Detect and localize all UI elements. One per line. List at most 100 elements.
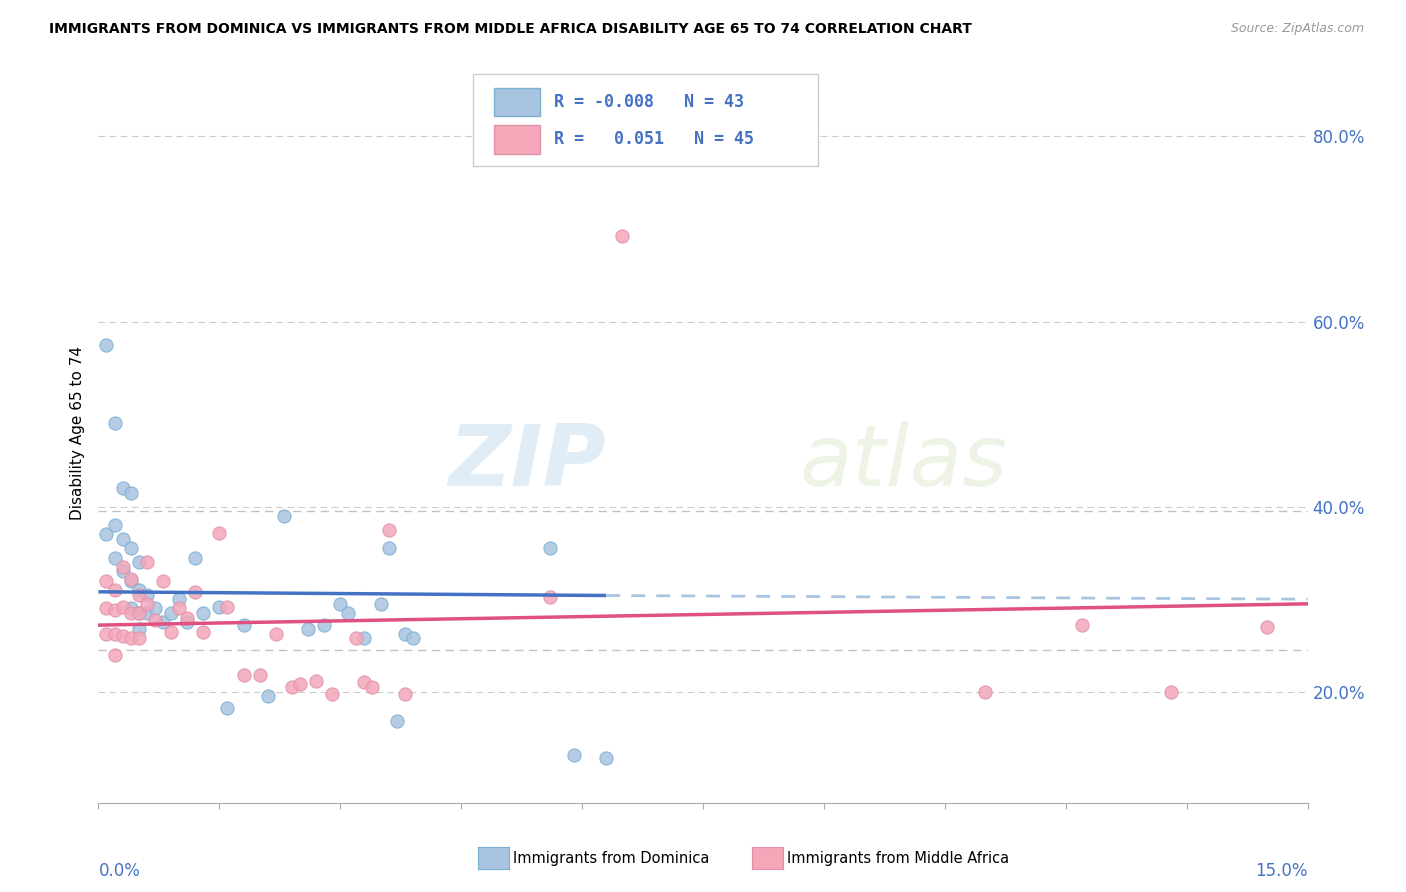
Point	[103, 518, 125, 533]
Point	[120, 601, 142, 615]
Point	[111, 629, 134, 643]
Text: IMMIGRANTS FROM DOMINICA VS IMMIGRANTS FROM MIDDLE AFRICA DISABILITY AGE 65 TO 7: IMMIGRANTS FROM DOMINICA VS IMMIGRANTS F…	[49, 22, 972, 37]
Point	[111, 532, 134, 546]
Point	[402, 631, 425, 645]
Point	[232, 668, 254, 682]
Point	[208, 525, 231, 540]
FancyBboxPatch shape	[494, 126, 540, 153]
Point	[152, 574, 174, 588]
Point	[128, 588, 150, 602]
Point	[120, 572, 142, 586]
Point	[249, 668, 271, 682]
Point	[160, 606, 183, 620]
Point	[595, 751, 617, 765]
Point	[120, 574, 142, 588]
Text: R = -0.008   N = 43: R = -0.008 N = 43	[554, 94, 744, 112]
Point	[612, 229, 634, 244]
Point	[1070, 618, 1092, 632]
Point	[143, 613, 166, 627]
Point	[103, 648, 125, 662]
Text: Immigrants from Dominica: Immigrants from Dominica	[513, 851, 710, 865]
Point	[167, 592, 190, 607]
Point	[111, 565, 134, 579]
Text: Immigrants from Middle Africa: Immigrants from Middle Africa	[787, 851, 1010, 865]
Point	[135, 597, 157, 611]
Point	[96, 527, 118, 541]
Point	[103, 627, 125, 641]
Text: ZIP: ZIP	[449, 421, 606, 504]
Text: 15.0%: 15.0%	[1256, 862, 1308, 880]
Text: R =   0.051   N = 45: R = 0.051 N = 45	[554, 130, 754, 148]
Point	[96, 627, 118, 641]
Point	[361, 680, 384, 694]
Point	[135, 555, 157, 569]
Point	[128, 582, 150, 597]
Point	[184, 584, 207, 599]
Point	[111, 481, 134, 495]
Point	[297, 622, 319, 636]
FancyBboxPatch shape	[474, 73, 818, 166]
Point	[1256, 620, 1278, 634]
Point	[321, 687, 343, 701]
Point	[128, 555, 150, 569]
Point	[111, 559, 134, 574]
Text: atlas: atlas	[800, 421, 1008, 504]
Point	[103, 550, 125, 565]
Point	[208, 599, 231, 614]
Point	[394, 627, 416, 641]
Point	[538, 591, 561, 605]
Point	[377, 523, 399, 537]
Point	[193, 606, 215, 620]
Point	[281, 680, 304, 694]
Point	[273, 508, 295, 523]
Point	[344, 631, 367, 645]
Point	[128, 622, 150, 636]
Point	[176, 615, 198, 630]
Point	[128, 606, 150, 620]
Point	[103, 582, 125, 597]
Point	[264, 627, 287, 641]
Point	[184, 550, 207, 565]
Point	[538, 541, 561, 556]
Point	[143, 601, 166, 615]
Point	[394, 687, 416, 701]
Point	[103, 603, 125, 617]
Point	[217, 701, 239, 715]
Point	[120, 541, 142, 556]
Point	[128, 606, 150, 620]
Point	[217, 599, 239, 614]
Point	[96, 337, 118, 351]
Point	[152, 615, 174, 630]
Point	[353, 675, 375, 690]
Point	[974, 685, 997, 699]
Point	[120, 485, 142, 500]
Point	[232, 618, 254, 632]
Point	[370, 597, 392, 611]
Point	[128, 631, 150, 645]
Point	[305, 673, 328, 688]
Point	[135, 588, 157, 602]
Point	[193, 624, 215, 639]
Point	[337, 606, 360, 620]
Point	[120, 631, 142, 645]
Point	[96, 601, 118, 615]
Point	[176, 610, 198, 624]
Point	[96, 574, 118, 588]
Point	[111, 599, 134, 614]
Point	[353, 631, 375, 645]
Point	[385, 714, 408, 729]
Point	[288, 677, 311, 691]
Point	[256, 690, 278, 704]
Point	[377, 541, 399, 556]
Text: 0.0%: 0.0%	[98, 862, 141, 880]
Point	[314, 618, 336, 632]
FancyBboxPatch shape	[494, 88, 540, 117]
Point	[160, 624, 183, 639]
Point	[167, 601, 190, 615]
Y-axis label: Disability Age 65 to 74: Disability Age 65 to 74	[69, 345, 84, 520]
Point	[103, 417, 125, 431]
Point	[120, 606, 142, 620]
Point	[135, 606, 157, 620]
Point	[562, 747, 585, 762]
Point	[329, 597, 352, 611]
